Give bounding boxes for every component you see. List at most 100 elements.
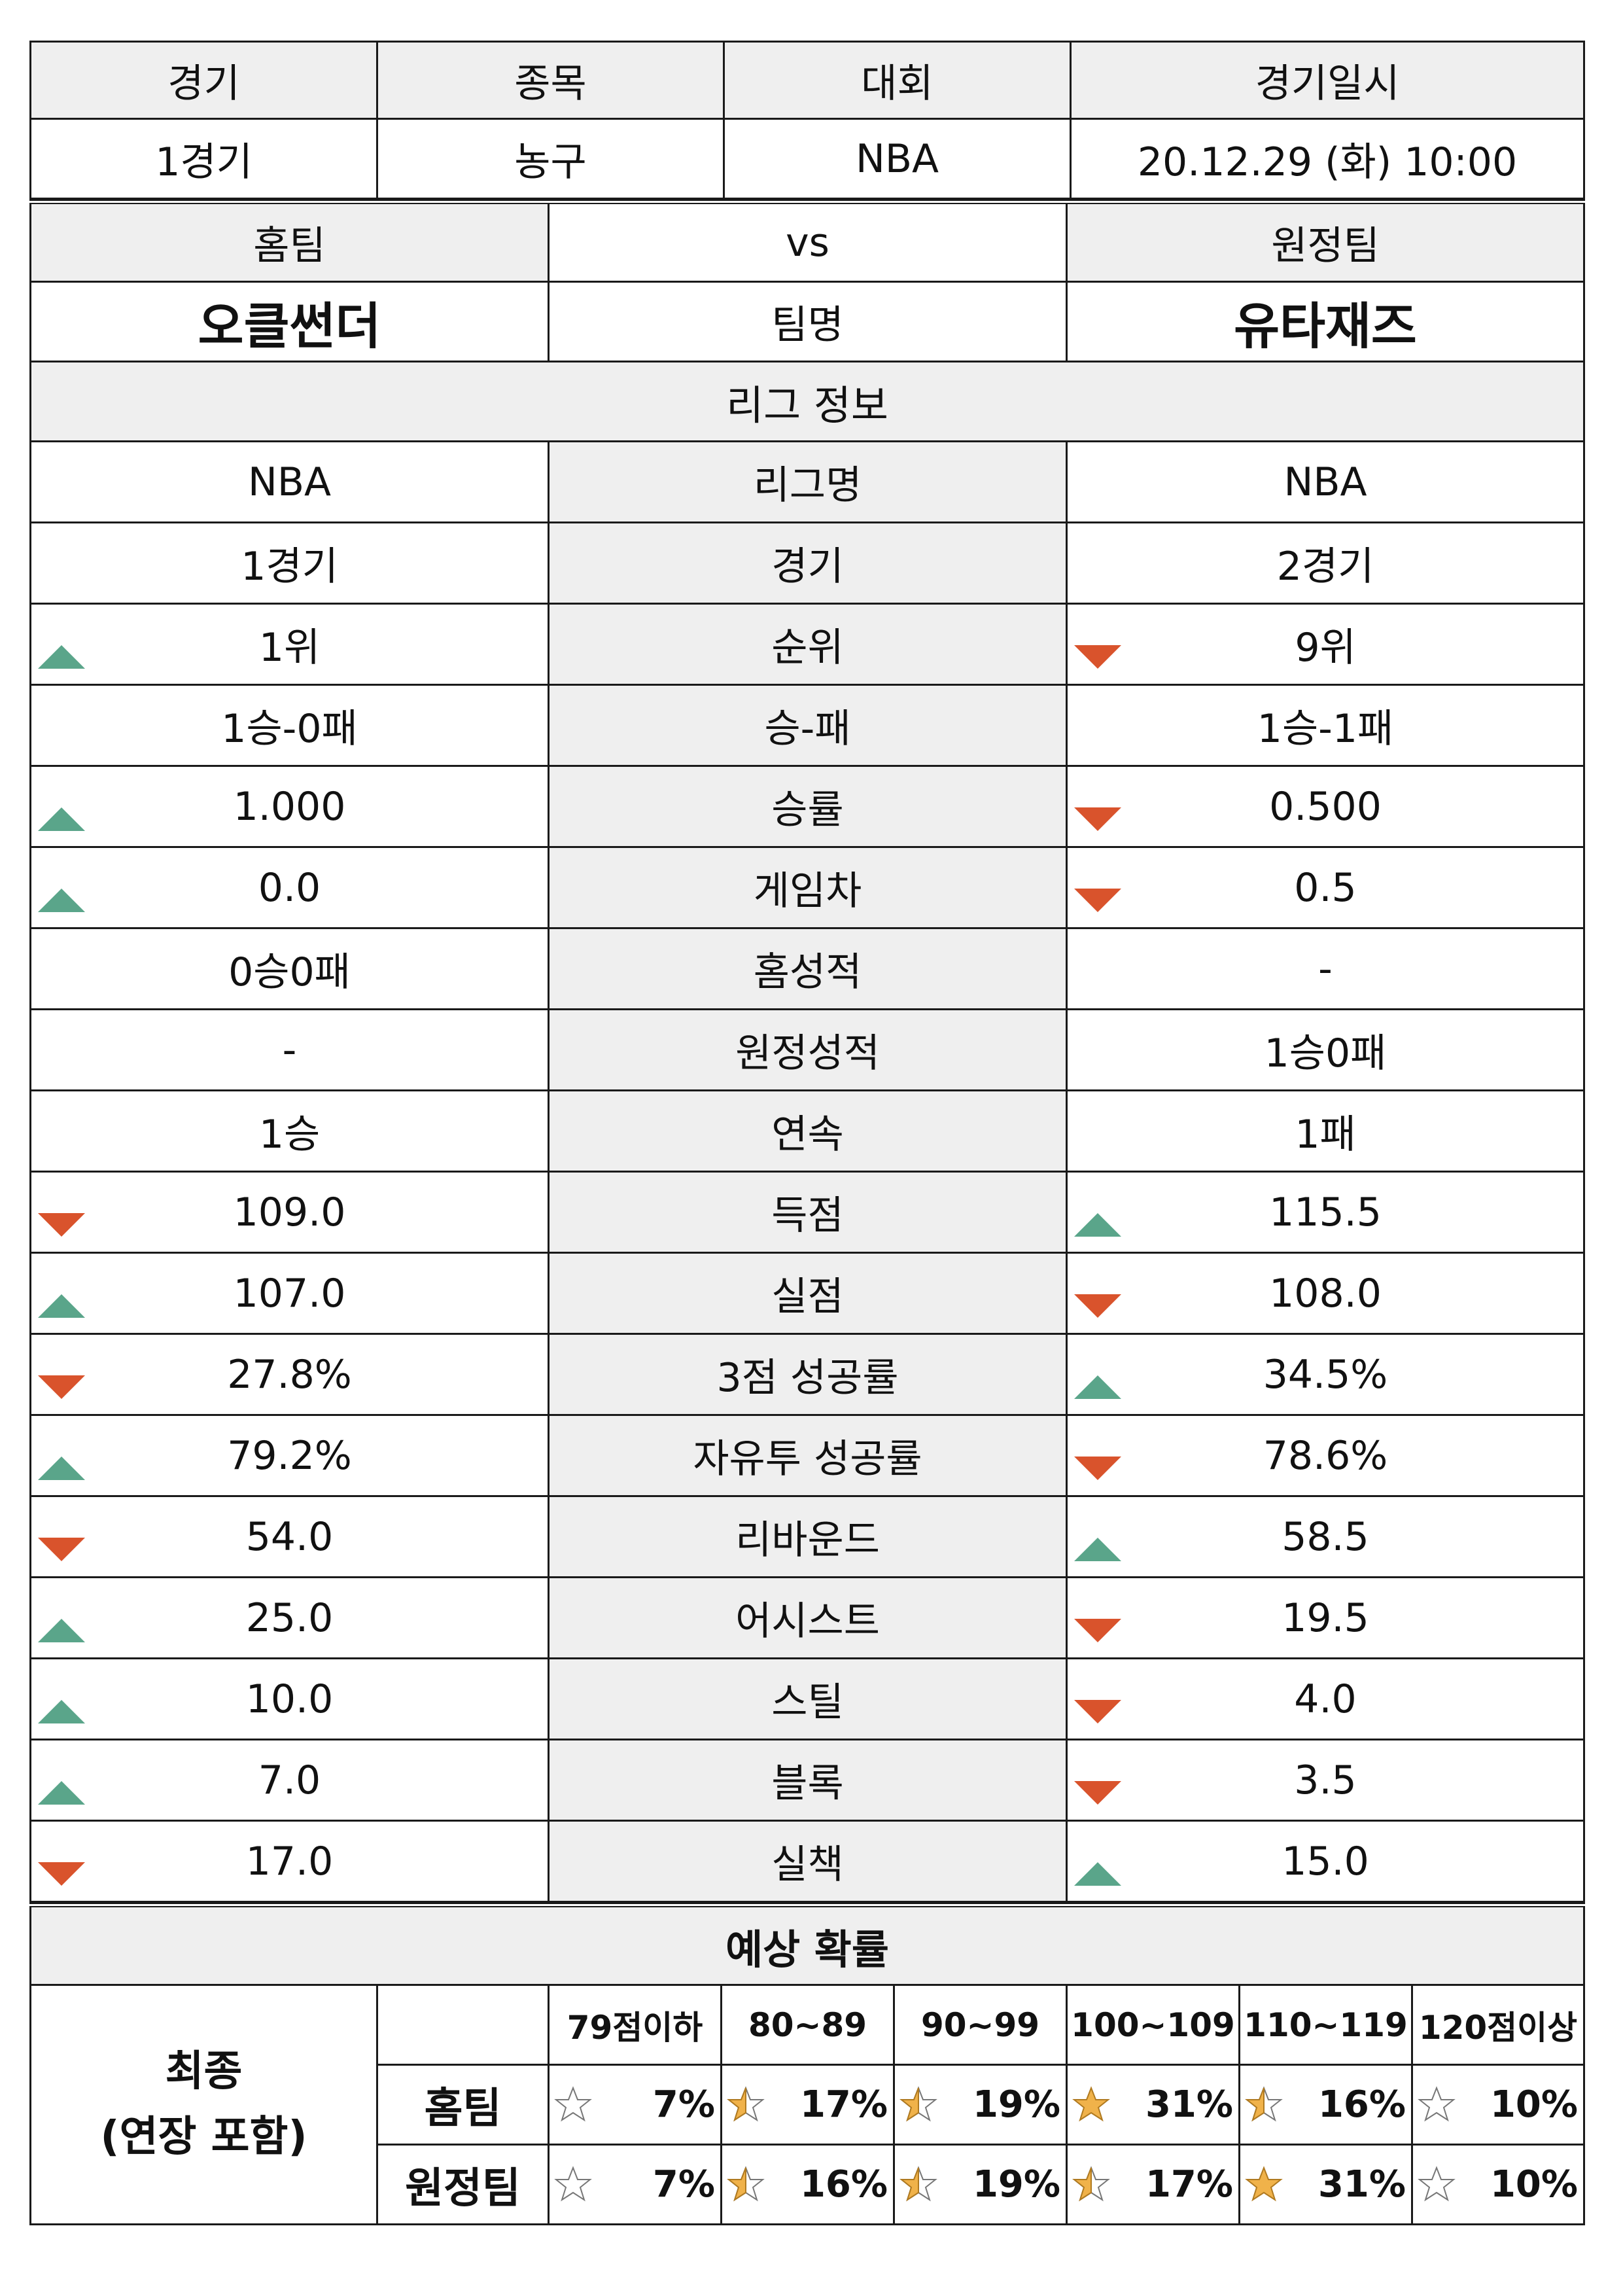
stat-home-value: 54.0: [29, 1495, 550, 1578]
down-triangle-icon: [1074, 1282, 1121, 1318]
stat-home-text: 1승-0패: [221, 706, 358, 752]
prediction-cell: 10%: [1411, 2144, 1585, 2225]
stat-away-value: -: [1066, 927, 1585, 1010]
header-value-datetime: 20.12.29 (화) 10:00: [1070, 118, 1585, 200]
down-triangle-icon: [38, 1525, 85, 1561]
star-empty-icon: [553, 2085, 593, 2125]
stat-home-value: 10.0: [29, 1657, 550, 1740]
prediction-row-home: 홈팀 7% 17% 19% 31% 16% 10%: [31, 2064, 1585, 2146]
stat-home-text: 1승: [258, 1112, 321, 1157]
match-info-table: 경기 종목 대회 경기일시 1경기 농구 NBA 20.12.29 (화) 10…: [29, 41, 1585, 200]
stat-away-value: 0.500: [1066, 765, 1585, 848]
range-header-0: 79점이하: [548, 1984, 722, 2066]
stat-home-text: 1위: [258, 625, 321, 671]
down-triangle-icon: [1074, 1606, 1121, 1642]
stat-row: NBA 리그명 NBA: [29, 440, 1585, 523]
stat-away-text: 108.0: [1269, 1270, 1382, 1316]
header-value-league: NBA: [723, 118, 1072, 200]
stat-home-text: 7.0: [258, 1757, 321, 1803]
stat-home-text: 10.0: [245, 1676, 334, 1722]
stat-home-value: 1승-0패: [29, 684, 550, 767]
stat-away-value: 115.5: [1066, 1171, 1585, 1254]
up-triangle-icon: [38, 1606, 85, 1642]
stat-home-value: 17.0: [29, 1820, 550, 1903]
stat-row: 1승-0패 승-패 1승-1패: [29, 684, 1585, 767]
range-header-5: 120점이상: [1411, 1984, 1585, 2066]
star-full-icon: [1072, 2085, 1111, 2125]
prediction-percent: 31%: [1318, 2163, 1406, 2206]
stat-away-value: 58.5: [1066, 1495, 1585, 1578]
stat-label: 연속: [548, 1089, 1068, 1173]
stat-home-text: 27.8%: [227, 1351, 352, 1398]
stat-home-value: 0승0패: [29, 927, 550, 1010]
prediction-cell: 17%: [720, 2064, 895, 2146]
prediction-cell: 7%: [548, 2064, 722, 2146]
prediction-cell: 31%: [1066, 2064, 1240, 2146]
prediction-percent: 7%: [652, 2163, 715, 2206]
stat-home-value: 1승: [29, 1089, 550, 1173]
stat-row: 27.8% 3점 성공률 34.5%: [29, 1333, 1585, 1416]
header-label-sport: 종목: [376, 41, 725, 120]
stat-home-text: 1.000: [233, 783, 346, 830]
stat-away-value: 15.0: [1066, 1820, 1585, 1903]
prediction-cell: 7%: [548, 2144, 722, 2225]
stat-home-value: 0.0: [29, 846, 550, 929]
prediction-percent: 10%: [1490, 2163, 1578, 2206]
stat-home-value: NBA: [29, 440, 550, 523]
range-header-3: 100~109: [1066, 1984, 1240, 2066]
stat-row: 79.2% 자유투 성공률 78.6%: [29, 1414, 1585, 1497]
final-label-line2: (연장 포함): [100, 2112, 307, 2161]
prediction-cell: 10%: [1411, 2064, 1585, 2146]
down-triangle-icon: [1074, 876, 1121, 912]
prediction-percent: 17%: [799, 2083, 888, 2126]
prediction-cell: 16%: [720, 2144, 895, 2225]
stat-away-text: 19.5: [1282, 1595, 1369, 1641]
stat-away-value: 1승0패: [1066, 1008, 1585, 1091]
home-team-name: 오클썬더: [29, 281, 550, 362]
stat-away-value: 3.5: [1066, 1739, 1585, 1822]
league-info-title: 리그 정보: [29, 361, 1585, 442]
stat-home-value: 79.2%: [29, 1414, 550, 1497]
prediction-cell: 19%: [893, 2064, 1068, 2146]
stat-home-text: 1경기: [241, 544, 338, 590]
stat-row: 1승 연속 1패: [29, 1089, 1585, 1173]
star-full-icon: [1244, 2165, 1283, 2204]
stat-away-text: 4.0: [1294, 1676, 1357, 1722]
match-report: 경기 종목 대회 경기일시 1경기 농구 NBA 20.12.29 (화) 10…: [29, 41, 1585, 2225]
stat-away-value: 34.5%: [1066, 1333, 1585, 1416]
stat-away-value: NBA: [1066, 440, 1585, 523]
stat-row: 7.0 블록 3.5: [29, 1739, 1585, 1822]
stat-away-value: 9위: [1066, 603, 1585, 686]
away-team-name: 유타재즈: [1066, 281, 1585, 362]
prediction-title: 예상 확률: [29, 1903, 1585, 1986]
up-triangle-icon: [38, 1282, 85, 1318]
header-value-sport: 농구: [376, 118, 725, 200]
range-header-1: 80~89: [720, 1984, 895, 2066]
star-half-icon: [1244, 2085, 1283, 2125]
stat-row: 17.0 실책 15.0: [29, 1820, 1585, 1903]
stat-label: 승률: [548, 765, 1068, 848]
header-label-match: 경기: [29, 41, 378, 120]
stat-away-value: 19.5: [1066, 1576, 1585, 1659]
stat-away-text: 58.5: [1282, 1513, 1369, 1560]
stat-label: 자유투 성공률: [548, 1414, 1068, 1497]
stat-away-value: 78.6%: [1066, 1414, 1585, 1497]
stat-home-value: 1.000: [29, 765, 550, 848]
stat-label: 득점: [548, 1171, 1068, 1254]
up-triangle-icon: [1074, 1850, 1121, 1886]
up-triangle-icon: [38, 1769, 85, 1805]
stat-label: 실점: [548, 1252, 1068, 1335]
prediction-team-away: 원정팀: [376, 2144, 550, 2225]
prediction-percent: 7%: [652, 2083, 715, 2126]
down-triangle-icon: [1074, 1444, 1121, 1480]
stat-home-text: 25.0: [245, 1595, 334, 1641]
team-name-label: 팀명: [548, 281, 1068, 362]
prediction-percent: 10%: [1490, 2083, 1578, 2126]
star-empty-icon: [1417, 2085, 1456, 2125]
stat-row: 107.0 실점 108.0: [29, 1252, 1585, 1335]
stat-away-value: 2경기: [1066, 521, 1585, 605]
stat-home-value: 1위: [29, 603, 550, 686]
stat-home-value: 27.8%: [29, 1333, 550, 1416]
down-triangle-icon: [1074, 1687, 1121, 1723]
stat-row: 1.000 승률 0.500: [29, 765, 1585, 848]
